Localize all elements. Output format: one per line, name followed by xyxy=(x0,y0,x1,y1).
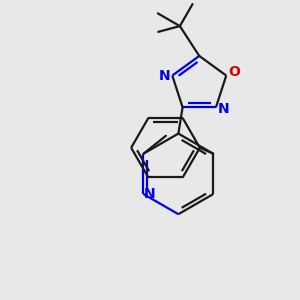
Text: N: N xyxy=(159,68,171,83)
Text: O: O xyxy=(228,65,240,79)
Text: N: N xyxy=(218,102,229,116)
Text: N: N xyxy=(144,187,156,201)
